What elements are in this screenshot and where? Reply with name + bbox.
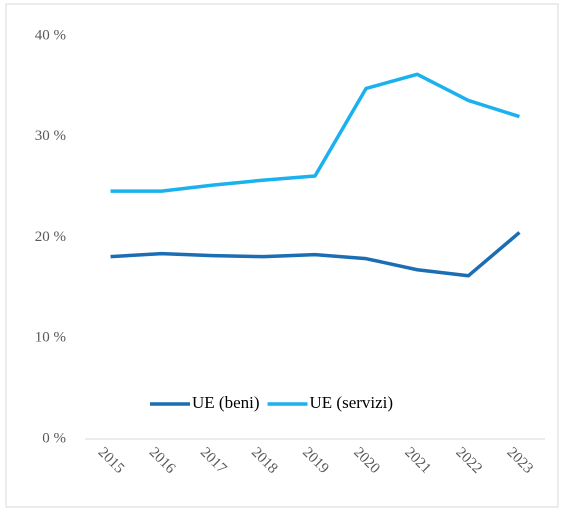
x-tick-label: 2022 [452, 444, 485, 477]
y-tick-label: 0 % [42, 430, 66, 446]
legend-label: UE (servizi) [310, 393, 394, 412]
x-tick-label: 2019 [299, 444, 332, 477]
x-tick-label: 2023 [504, 444, 537, 477]
y-tick-label: 10 % [35, 330, 66, 346]
y-tick-label: 30 % [35, 128, 66, 144]
x-tick-label: 2017 [197, 444, 230, 477]
line-series [110, 231, 521, 278]
chart-border [5, 3, 559, 508]
x-tick-label: 2020 [350, 444, 383, 477]
x-tick-label: 2018 [248, 444, 281, 477]
y-tick-label: 20 % [35, 229, 66, 245]
x-tick-label: 2021 [401, 444, 434, 477]
legend-label: UE (beni) [192, 393, 260, 412]
line-series [110, 72, 520, 193]
y-tick-label: 40 % [35, 27, 66, 43]
x-tick-label: 2015 [95, 444, 128, 477]
x-tick-label: 2016 [146, 444, 179, 477]
